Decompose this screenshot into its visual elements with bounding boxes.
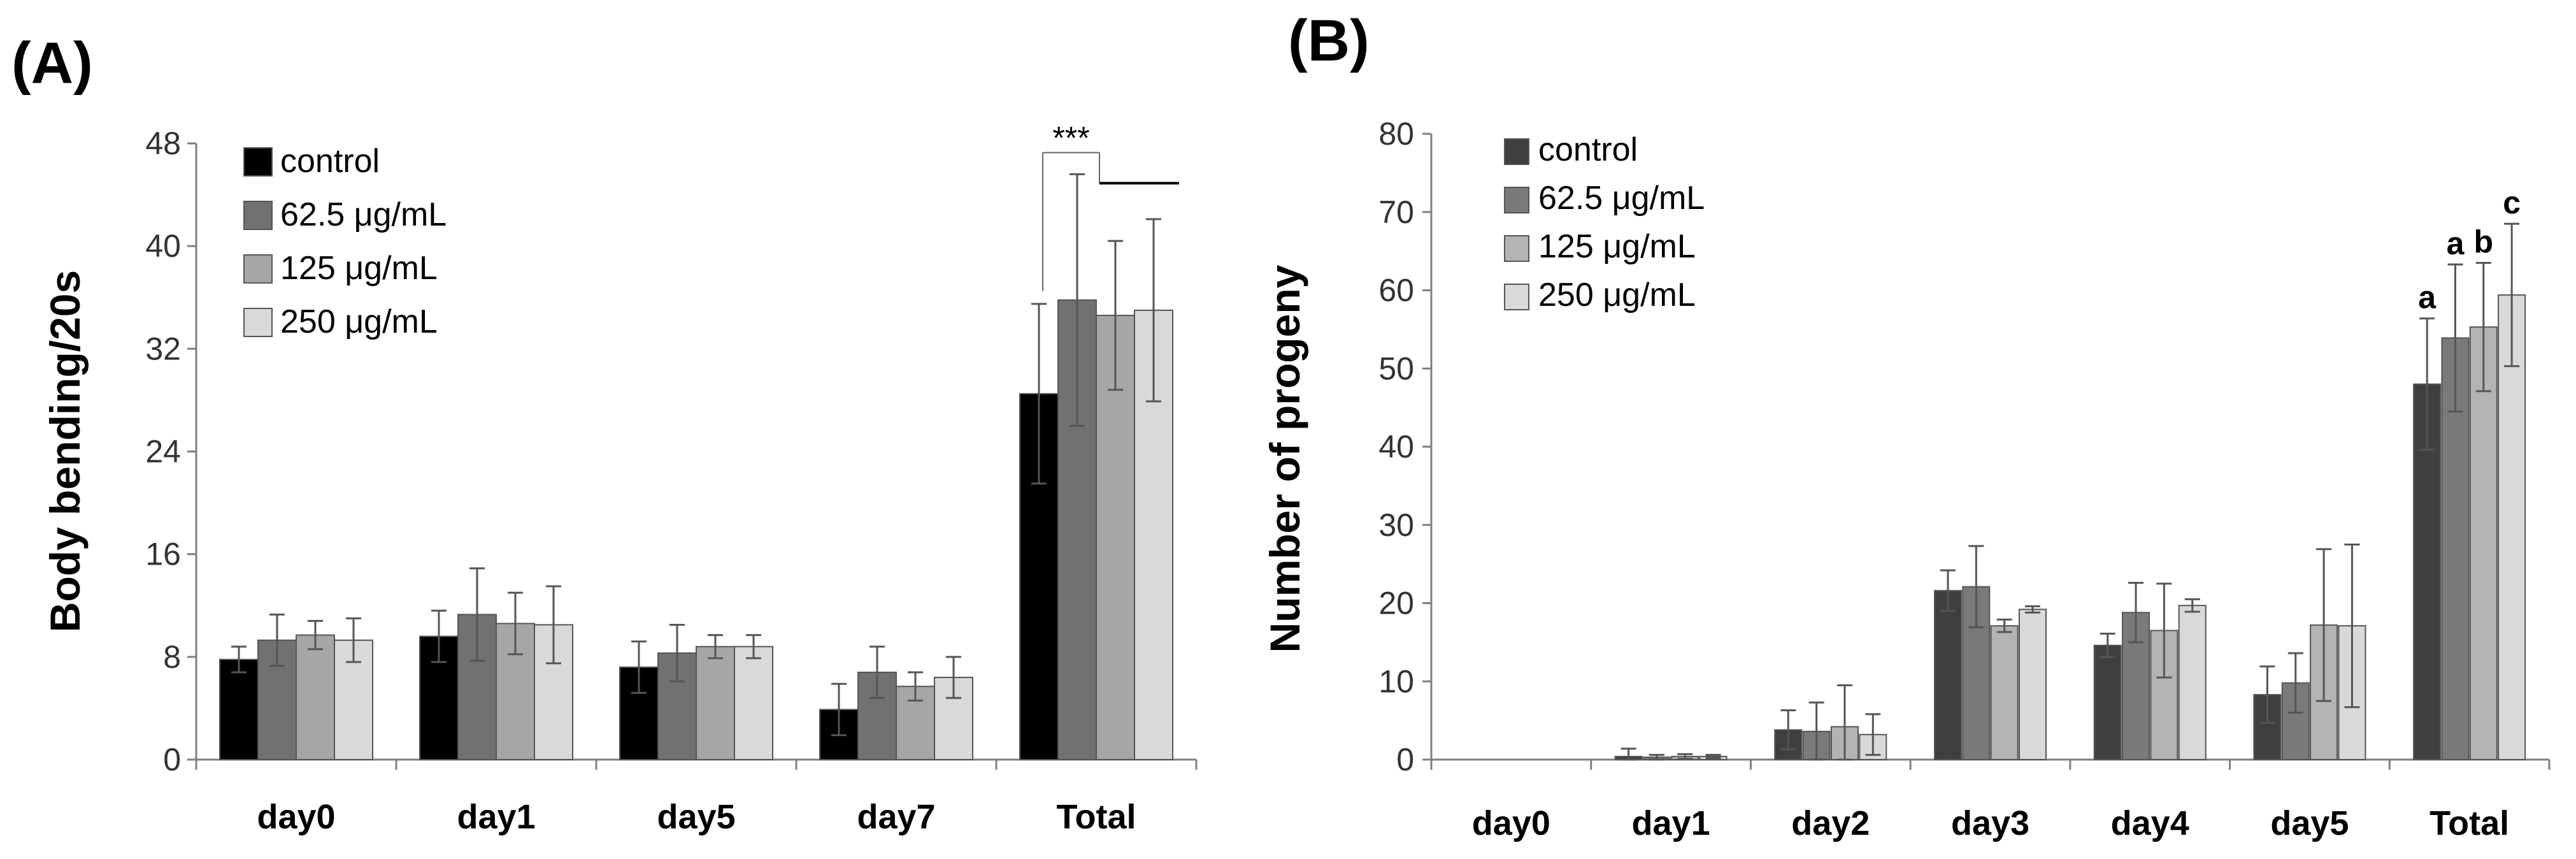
x-tick-label: day1 — [1632, 804, 1710, 842]
significance-letter: a — [2447, 226, 2465, 261]
legend-swatch — [243, 147, 273, 177]
legend-label: control — [1538, 131, 1638, 168]
legend-swatch — [243, 201, 273, 230]
significance-letter: a — [2418, 280, 2436, 315]
y-tick-label: 0 — [163, 742, 181, 777]
panel-letter: (B) — [1288, 8, 1370, 73]
legend-label: 125 μg/mL — [1538, 228, 1696, 265]
legend-label: 62.5 μg/mL — [1538, 180, 1705, 217]
x-tick-label: day4 — [2111, 804, 2189, 842]
y-tick-label: 30 — [1378, 507, 1414, 543]
x-tick-label: day5 — [657, 798, 735, 836]
legend-swatch — [243, 308, 273, 337]
bar — [696, 646, 735, 761]
y-tick-label: 50 — [1378, 350, 1414, 386]
significance-letter: b — [2474, 224, 2494, 260]
y-tick-label: 70 — [1378, 194, 1414, 230]
legend-swatch — [1504, 138, 1529, 165]
panel-letter: (A) — [11, 31, 93, 96]
x-tick-label: day5 — [2270, 804, 2349, 842]
bar — [219, 658, 259, 761]
x-tick-label: day0 — [1472, 804, 1550, 842]
y-axis-label: Number of progeny — [1261, 264, 1308, 653]
y-tick-label: 32 — [145, 331, 181, 366]
legend-label: control — [280, 143, 380, 180]
legend-label: 250 μg/mL — [280, 303, 438, 340]
significance-letter: c — [2503, 185, 2521, 220]
y-tick-label: 20 — [1378, 586, 1414, 621]
panel-a: (A) Body bending/20s 0 8 16 24 32 40 48 day0 day1 d… — [11, 31, 1198, 836]
y-tick-label: 24 — [145, 434, 181, 470]
y-tick-label: 16 — [145, 537, 181, 572]
y-tick-label: 8 — [163, 639, 181, 675]
y-tick-label: 48 — [145, 126, 181, 161]
x-tick-label: day2 — [1791, 804, 1870, 842]
legend-swatch — [1504, 284, 1529, 310]
legend-label: 125 μg/mL — [280, 250, 438, 287]
y-tick-label: 60 — [1378, 273, 1414, 308]
legend-swatch — [1504, 187, 1529, 213]
legend-swatch — [1504, 235, 1529, 262]
legend-label: 250 μg/mL — [1538, 277, 1696, 314]
panel-b: (B) Number of progeny 0 10 20 30 40 50 60 70 80 day… — [1261, 8, 2551, 842]
bar — [2469, 326, 2498, 760]
y-tick-label: 80 — [1378, 116, 1414, 152]
y-axis-label: Body bending/20s — [41, 270, 89, 632]
x-tick-label: Total — [1057, 798, 1136, 836]
y-tick-label: 0 — [1396, 742, 1414, 777]
x-tick-label: day7 — [857, 798, 935, 836]
bar — [734, 646, 773, 761]
bar — [1990, 625, 2019, 760]
significance-marker: *** — [1052, 120, 1089, 156]
x-tick-label: Total — [2429, 804, 2509, 842]
bar — [2093, 644, 2122, 760]
bar — [1934, 589, 1962, 760]
x-tick-label: day3 — [1951, 804, 2029, 842]
y-tick-label: 40 — [145, 228, 181, 264]
y-tick-label: 40 — [1378, 429, 1414, 465]
x-tick-label: day1 — [457, 798, 535, 836]
bar — [2178, 605, 2207, 760]
bar — [2019, 609, 2047, 760]
x-tick-label: day0 — [257, 798, 335, 836]
bar — [296, 634, 335, 760]
legend-label: 62.5 μg/mL — [280, 196, 447, 233]
y-tick-label: 10 — [1378, 663, 1414, 699]
legend-swatch — [243, 254, 273, 284]
